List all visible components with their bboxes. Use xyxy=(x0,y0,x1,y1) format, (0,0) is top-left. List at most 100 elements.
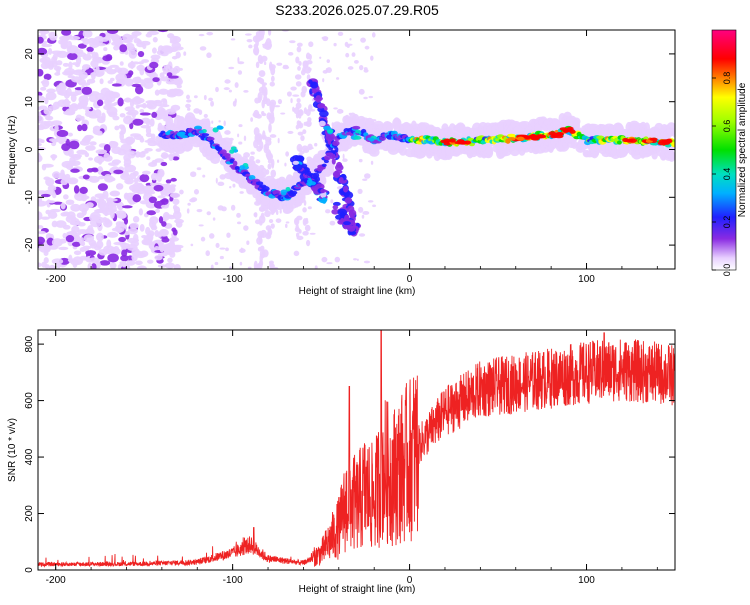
spectrogram-blob xyxy=(363,260,371,264)
spectrogram-blob xyxy=(298,61,302,66)
spectrogram-blob xyxy=(92,168,99,173)
spectrogram-blob xyxy=(296,98,301,103)
spectrogram-blob xyxy=(353,135,362,140)
spectrogram-blob xyxy=(360,37,366,43)
spectrogram-blob xyxy=(140,124,152,129)
spectrogram-blob xyxy=(219,255,224,260)
spectrogram-blob xyxy=(305,109,311,117)
spectrogram-blob xyxy=(323,125,331,131)
spectrogram-blob xyxy=(88,214,100,222)
y-tick-label: -20 xyxy=(24,237,35,252)
spectrogram-blob xyxy=(128,152,136,159)
spectrogram-blob xyxy=(217,205,224,211)
spectrogram-blob xyxy=(266,151,272,161)
spectrogram-blob xyxy=(302,230,309,236)
spectrogram-blob xyxy=(292,163,303,172)
spectrogram-blob xyxy=(93,130,103,136)
spectrogram-blob xyxy=(142,43,147,50)
spectrogram-blob xyxy=(358,158,363,163)
spectrogram-blob xyxy=(76,149,88,155)
spectrogram-blob xyxy=(457,139,465,144)
spectrogram-blob xyxy=(60,176,70,180)
spectrogram-blob xyxy=(187,202,191,206)
spectrogram-blob xyxy=(61,143,71,152)
spectrogram-blob xyxy=(68,61,73,70)
spectrogram-blob xyxy=(38,115,44,124)
spectrogram-blob xyxy=(171,46,184,51)
spectrogram-blob xyxy=(198,130,204,134)
spectrogram-blob xyxy=(58,246,69,251)
spectrogram-blob xyxy=(170,107,175,113)
spectrogram-blob xyxy=(325,209,331,214)
spectrogram-blob xyxy=(314,142,318,147)
spectrogram-blob xyxy=(157,195,166,199)
spectrogram-blob xyxy=(649,137,658,141)
spectrogram-blob xyxy=(83,234,95,243)
spectrogram-blob xyxy=(215,177,218,184)
spectrogram-blob xyxy=(224,130,231,135)
spectrogram-blob xyxy=(296,235,304,241)
spectrogram-blob xyxy=(46,88,56,94)
spectrogram-blob xyxy=(256,236,263,245)
spectrogram-blob xyxy=(140,82,147,87)
spectrogram-blob xyxy=(307,143,313,151)
spectrogram-blob xyxy=(286,91,292,97)
spectrogram-blob xyxy=(88,175,100,183)
spectrogram-blob xyxy=(97,202,106,207)
spectrogram-blob xyxy=(215,86,219,93)
spectrogram-blob xyxy=(293,217,300,226)
spectrogram-blob xyxy=(275,218,282,223)
spectrogram-blob xyxy=(38,68,44,77)
spectrogram-blob xyxy=(85,250,97,256)
spectrogram-blob xyxy=(198,109,203,115)
spectrogram-blob xyxy=(338,177,344,183)
spectrogram-blob xyxy=(151,159,158,165)
spectrogram-blob xyxy=(124,78,134,87)
spectrogram-blob xyxy=(269,261,274,269)
spectrogram-blob xyxy=(131,83,142,88)
spectrogram-blob xyxy=(148,196,158,204)
spectrogram-blob xyxy=(63,194,69,200)
spectrogram-blob xyxy=(237,70,243,75)
spectrogram-blob xyxy=(344,191,354,199)
spectrogram-blob xyxy=(288,51,294,56)
spectrogram-blob xyxy=(67,132,73,137)
spectrogram-blob xyxy=(186,99,192,103)
spectrogram-blob xyxy=(78,203,90,213)
spectrogram-blob xyxy=(107,162,119,167)
spectrogram-blob xyxy=(323,159,329,164)
spectrogram-blob xyxy=(120,125,127,135)
x-tick-label: -100 xyxy=(223,274,243,285)
spectrogram-blob xyxy=(230,146,237,151)
spectrogram-blob xyxy=(268,219,274,224)
spectrogram-blob xyxy=(345,52,350,58)
spectrogram-blob xyxy=(171,55,178,60)
spectrogram-blob xyxy=(229,149,235,154)
spectrogram-blob xyxy=(53,201,63,205)
spectrogram-blob xyxy=(528,134,538,138)
spectrogram-blob xyxy=(78,82,91,86)
spectrogram-blob xyxy=(122,40,133,44)
spectrogram-blob xyxy=(90,72,97,77)
spectrogram-blob xyxy=(99,78,104,85)
spectrogram-blob xyxy=(162,46,174,54)
spectrogram-blob xyxy=(95,149,108,155)
spectrogram-blob xyxy=(67,148,74,158)
spectrogram-blob xyxy=(121,260,127,268)
spectrogram-blob xyxy=(289,190,298,195)
spectrogram-blob xyxy=(125,115,132,119)
spectrogram-blob xyxy=(70,93,77,103)
spectrogram-blob xyxy=(219,247,226,250)
spectrogram-blob xyxy=(229,266,232,269)
spectrogram-blob xyxy=(170,185,176,193)
spectrogram-blob xyxy=(342,158,348,163)
spectrogram-blob xyxy=(129,200,135,205)
spectrogram-blob xyxy=(187,107,191,111)
spectrogram-blob xyxy=(355,129,361,134)
spectrogram-blob xyxy=(145,120,151,126)
spectrogram-blob xyxy=(209,233,215,239)
spectrogram-blob xyxy=(115,183,124,190)
spectrogram-blob xyxy=(115,221,124,227)
spectrogram-blob xyxy=(63,110,76,116)
spectrogram-blob xyxy=(45,209,51,215)
